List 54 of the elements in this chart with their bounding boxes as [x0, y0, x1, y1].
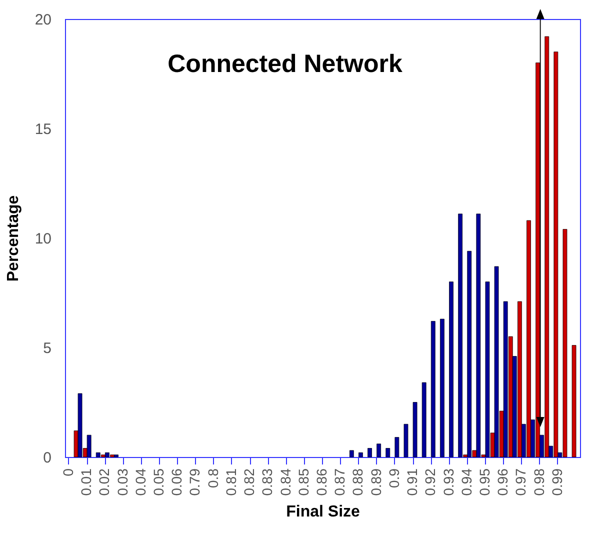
bar [358, 452, 363, 458]
y-axis-title: Percentage [4, 195, 22, 282]
bar [467, 250, 472, 458]
x-tick-label: 0.95 [476, 468, 492, 496]
bar [368, 448, 372, 458]
x-tick-label: 0.87 [332, 468, 348, 496]
bar [440, 318, 444, 458]
bar [485, 282, 490, 458]
x-tick-label: 0.89 [368, 468, 384, 496]
text: Connected Network [168, 50, 402, 78]
x-tick-label: 0.99 [548, 468, 565, 496]
x-tick-label: 0.88 [350, 468, 366, 496]
bar [422, 382, 426, 458]
y-tick-label: 10 [34, 230, 52, 248]
bar [476, 214, 481, 458]
bar [430, 321, 436, 458]
y-tick-label: 5 [43, 340, 52, 357]
bar [386, 448, 390, 458]
x-tick-label: 0.97 [512, 468, 529, 496]
x-tick-label: 0.85 [295, 468, 312, 496]
bar [86, 434, 92, 458]
y-tick-label: 0 [43, 450, 52, 466]
x-tick-label: 0.02 [96, 468, 112, 496]
x-tick-label: 0.94 [458, 468, 474, 496]
x-tick-label: 0.81 [222, 468, 239, 496]
x-tick-label: 0.92 [422, 468, 438, 496]
bar [376, 444, 382, 458]
bar [404, 424, 408, 458]
x-tick-label: 0.84 [277, 468, 294, 496]
x-tick-label: 0.91 [404, 468, 420, 496]
bar [449, 282, 454, 458]
y-tick-label: 15 [34, 121, 52, 138]
bar [394, 437, 400, 458]
x-tick-label: 0.8 [204, 468, 221, 488]
x-tick-label: 0.79 [186, 468, 203, 496]
bar [114, 454, 118, 458]
y-tick-label: 20 [34, 12, 52, 28]
x-tick-label: 0.03 [114, 468, 130, 496]
bar [412, 402, 418, 458]
x-tick-label: 0.86 [314, 468, 330, 496]
x-axis-title: Final Size [286, 504, 360, 521]
bar [572, 345, 576, 458]
x-tick-label: 0.06 [168, 468, 185, 496]
x-tick-label: 0 [60, 468, 76, 476]
x-tick-label: 0.98 [530, 468, 547, 496]
x-tick-label: 0.93 [440, 468, 456, 496]
bar [349, 450, 354, 458]
x-tick-label: 0.05 [150, 468, 167, 496]
x-tick-label: 0.01 [78, 468, 94, 496]
x-tick-label: 0.04 [132, 468, 148, 496]
x-tick-label: 0.83 [259, 468, 276, 496]
x-tick-label: 0.82 [241, 468, 258, 496]
x-tick-label: 0.9 [386, 468, 402, 488]
x-tick-label: 0.96 [494, 468, 511, 496]
